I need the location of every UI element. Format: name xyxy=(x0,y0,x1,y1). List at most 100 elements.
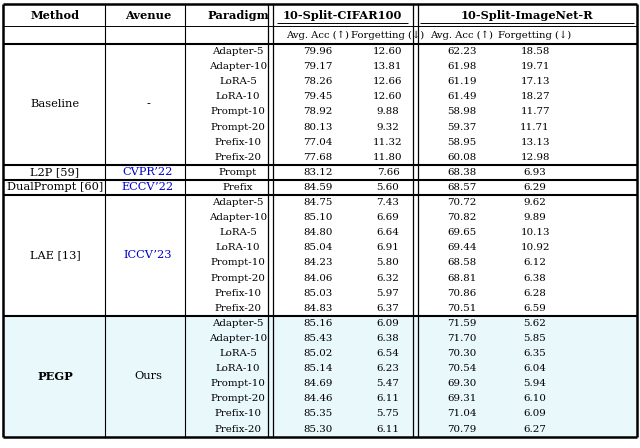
Text: Avg. Acc (↑): Avg. Acc (↑) xyxy=(431,30,493,40)
Text: 68.57: 68.57 xyxy=(447,183,477,192)
Text: Prefix-20: Prefix-20 xyxy=(214,425,262,434)
Text: 6.35: 6.35 xyxy=(524,349,547,358)
Text: LoRA-5: LoRA-5 xyxy=(219,228,257,237)
Text: 59.37: 59.37 xyxy=(447,123,477,132)
Text: 17.13: 17.13 xyxy=(520,77,550,86)
Text: 11.77: 11.77 xyxy=(520,108,550,116)
Text: 60.08: 60.08 xyxy=(447,153,477,162)
Text: 84.46: 84.46 xyxy=(303,394,333,403)
Text: Prefix-20: Prefix-20 xyxy=(214,153,262,162)
Text: Adapter-5: Adapter-5 xyxy=(212,319,264,328)
Text: 9.89: 9.89 xyxy=(524,213,547,222)
Text: ICCV’23: ICCV’23 xyxy=(124,250,172,260)
Text: Avenue: Avenue xyxy=(125,9,171,21)
Text: 11.71: 11.71 xyxy=(520,123,550,132)
Text: 71.70: 71.70 xyxy=(447,334,477,343)
Text: L2P [59]: L2P [59] xyxy=(31,168,79,177)
Text: 70.82: 70.82 xyxy=(447,213,477,222)
Text: 6.64: 6.64 xyxy=(376,228,399,237)
Text: 6.11: 6.11 xyxy=(376,394,399,403)
Text: Prompt-10: Prompt-10 xyxy=(211,258,266,267)
Text: 84.83: 84.83 xyxy=(303,304,333,313)
Text: Adapter-10: Adapter-10 xyxy=(209,334,267,343)
Text: 6.54: 6.54 xyxy=(376,349,399,358)
Text: 77.04: 77.04 xyxy=(303,138,333,146)
Text: 6.59: 6.59 xyxy=(524,304,547,313)
Text: 78.92: 78.92 xyxy=(303,108,333,116)
Text: 84.75: 84.75 xyxy=(303,198,333,207)
Text: LoRA-10: LoRA-10 xyxy=(216,243,260,252)
Text: 6.27: 6.27 xyxy=(524,425,547,434)
Text: 70.54: 70.54 xyxy=(447,364,477,373)
Text: 9.88: 9.88 xyxy=(376,108,399,116)
Text: 10.92: 10.92 xyxy=(520,243,550,252)
Text: 79.45: 79.45 xyxy=(303,92,333,101)
Text: 61.98: 61.98 xyxy=(447,62,477,71)
Text: 5.85: 5.85 xyxy=(524,334,547,343)
Text: 12.60: 12.60 xyxy=(373,47,403,56)
Text: 70.51: 70.51 xyxy=(447,304,477,313)
Text: 85.30: 85.30 xyxy=(303,425,333,434)
Text: Avg. Acc (↑): Avg. Acc (↑) xyxy=(287,30,349,40)
Text: 71.04: 71.04 xyxy=(447,409,477,418)
Text: 68.81: 68.81 xyxy=(447,274,477,283)
Text: 6.10: 6.10 xyxy=(524,394,547,403)
Text: 70.30: 70.30 xyxy=(447,349,477,358)
Text: 85.43: 85.43 xyxy=(303,334,333,343)
Text: Prompt-10: Prompt-10 xyxy=(211,108,266,116)
Text: 61.19: 61.19 xyxy=(447,77,477,86)
Text: 85.04: 85.04 xyxy=(303,243,333,252)
Text: 79.96: 79.96 xyxy=(303,47,333,56)
Text: 69.30: 69.30 xyxy=(447,379,477,388)
Text: Prompt-20: Prompt-20 xyxy=(211,274,266,283)
Text: LoRA-5: LoRA-5 xyxy=(219,349,257,358)
Text: 10.13: 10.13 xyxy=(520,228,550,237)
Text: 5.75: 5.75 xyxy=(376,409,399,418)
Text: 58.95: 58.95 xyxy=(447,138,477,146)
Text: 11.80: 11.80 xyxy=(373,153,403,162)
Bar xyxy=(3,316,637,437)
Text: ECCV’22: ECCV’22 xyxy=(122,182,174,193)
Text: 6.91: 6.91 xyxy=(376,243,399,252)
Text: 85.16: 85.16 xyxy=(303,319,333,328)
Text: 9.32: 9.32 xyxy=(376,123,399,132)
Text: 7.43: 7.43 xyxy=(376,198,399,207)
Text: 12.98: 12.98 xyxy=(520,153,550,162)
Text: 85.14: 85.14 xyxy=(303,364,333,373)
Text: 19.71: 19.71 xyxy=(520,62,550,71)
Text: 5.94: 5.94 xyxy=(524,379,547,388)
Text: 6.32: 6.32 xyxy=(376,274,399,283)
Text: Prompt: Prompt xyxy=(219,168,257,177)
Text: 18.58: 18.58 xyxy=(520,47,550,56)
Text: CVPR’22: CVPR’22 xyxy=(123,168,173,177)
Text: Prefix-10: Prefix-10 xyxy=(214,289,262,297)
Text: Adapter-10: Adapter-10 xyxy=(209,62,267,71)
Text: 5.80: 5.80 xyxy=(376,258,399,267)
Text: 84.80: 84.80 xyxy=(303,228,333,237)
Text: Paradigm: Paradigm xyxy=(207,9,269,21)
Text: 69.44: 69.44 xyxy=(447,243,477,252)
Text: 69.31: 69.31 xyxy=(447,394,477,403)
Text: 85.02: 85.02 xyxy=(303,349,333,358)
Text: 58.98: 58.98 xyxy=(447,108,477,116)
Text: 6.11: 6.11 xyxy=(376,425,399,434)
Text: Prompt-20: Prompt-20 xyxy=(211,123,266,132)
Text: Adapter-5: Adapter-5 xyxy=(212,198,264,207)
Text: 6.09: 6.09 xyxy=(524,409,547,418)
Text: Prefix-10: Prefix-10 xyxy=(214,409,262,418)
Text: 69.65: 69.65 xyxy=(447,228,477,237)
Text: 5.60: 5.60 xyxy=(376,183,399,192)
Text: 6.28: 6.28 xyxy=(524,289,547,297)
Text: 84.06: 84.06 xyxy=(303,274,333,283)
Text: 10-Split-ImageNet-R: 10-Split-ImageNet-R xyxy=(461,9,593,21)
Text: 68.58: 68.58 xyxy=(447,258,477,267)
Text: 5.62: 5.62 xyxy=(524,319,547,328)
Text: -: - xyxy=(146,99,150,109)
Text: 5.47: 5.47 xyxy=(376,379,399,388)
Text: Baseline: Baseline xyxy=(31,99,79,109)
Text: Prompt-10: Prompt-10 xyxy=(211,379,266,388)
Text: 71.59: 71.59 xyxy=(447,319,477,328)
Text: 70.86: 70.86 xyxy=(447,289,477,297)
Text: 61.49: 61.49 xyxy=(447,92,477,101)
Text: Prompt-20: Prompt-20 xyxy=(211,394,266,403)
